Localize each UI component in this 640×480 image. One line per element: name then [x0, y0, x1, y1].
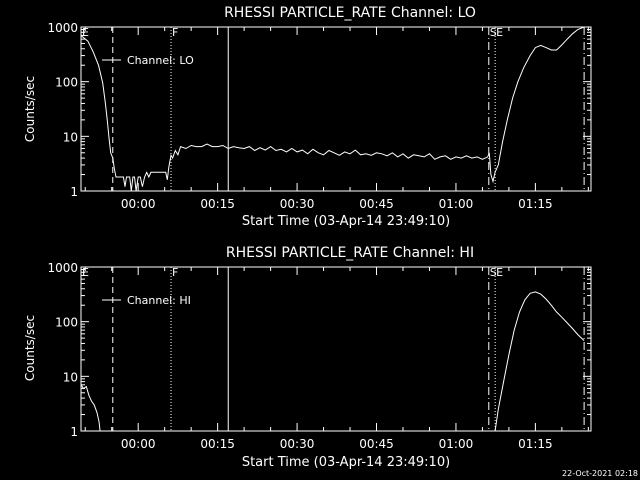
y-tick-label-lo: 1000 [47, 21, 78, 35]
x-axis-label-lo: Start Time (03-Apr-14 23:49:10) [242, 214, 450, 229]
legend-entry-hi: Channel: HI [127, 294, 191, 307]
y-axis-label-hi: Counts/sec [23, 315, 37, 381]
x-tick-label-hi: 00:30 [280, 437, 315, 451]
y-tick-label-hi: 10 [63, 370, 78, 384]
y-tick-label-hi: 100 [55, 316, 78, 330]
marker-label-lo: S [490, 26, 497, 39]
x-tick-label-hi: 01:00 [439, 437, 474, 451]
marker-label-lo: E [82, 26, 89, 39]
panel-lo: RHESSI PARTICLE_RATE Channel: LO Counts/… [23, 5, 592, 229]
x-tick-label-lo: 01:00 [439, 197, 474, 211]
x-tick-label-hi: 00:15 [200, 437, 235, 451]
plot-area-hi: 1 10 100 1000 00:00 00:15 00:30 00:45 01:00 01:15… [47, 261, 592, 451]
y-tick-label-hi: 1000 [47, 261, 78, 275]
y-axis-label-lo: Counts/sec [23, 76, 37, 142]
marker-label-hi: E [496, 266, 503, 279]
x-tick-label-hi: 00:45 [359, 437, 394, 451]
y-tick-label-lo: 100 [55, 76, 78, 90]
marker-label-lo: E [496, 26, 503, 39]
x-tick-label-lo: 01:15 [518, 197, 553, 211]
y-tick-label-lo: 1 [70, 185, 78, 199]
footer-timestamp: 22-Oct-2021 02:18 [562, 469, 638, 478]
panel-hi: RHESSI PARTICLE_RATE Channel: HI Counts/… [23, 245, 592, 470]
legend-entry-lo: Channel: LO [127, 54, 194, 67]
series-line-lo [80, 26, 585, 192]
x-tick-label-lo: 00:15 [200, 197, 235, 211]
x-tick-label-lo: 00:45 [359, 197, 394, 211]
chart-title-hi: RHESSI PARTICLE_RATE Channel: HI [226, 245, 474, 261]
marker-label-hi: F [172, 266, 178, 279]
y-tick-label-lo: 10 [63, 130, 78, 144]
marker-label-hi: S [490, 266, 497, 279]
x-tick-label-lo: 00:00 [121, 197, 156, 211]
chart-title-lo: RHESSI PARTICLE_RATE Channel: LO [224, 5, 476, 21]
plot-area-lo: 1 10 100 1000 00:00 00:15 00:30 00:45 01:00 01:15… [47, 21, 592, 211]
y-tick-label-hi: 1 [70, 425, 78, 439]
marker-label-hi: E [82, 266, 89, 279]
x-tick-label-hi: 00:00 [121, 437, 156, 451]
series-line-hi [80, 291, 585, 432]
marker-label-lo: F [172, 26, 178, 39]
x-tick-label-hi: 01:15 [518, 437, 553, 451]
x-tick-label-lo: 00:30 [280, 197, 315, 211]
x-axis-label-hi: Start Time (03-Apr-14 23:49:10) [242, 455, 450, 470]
